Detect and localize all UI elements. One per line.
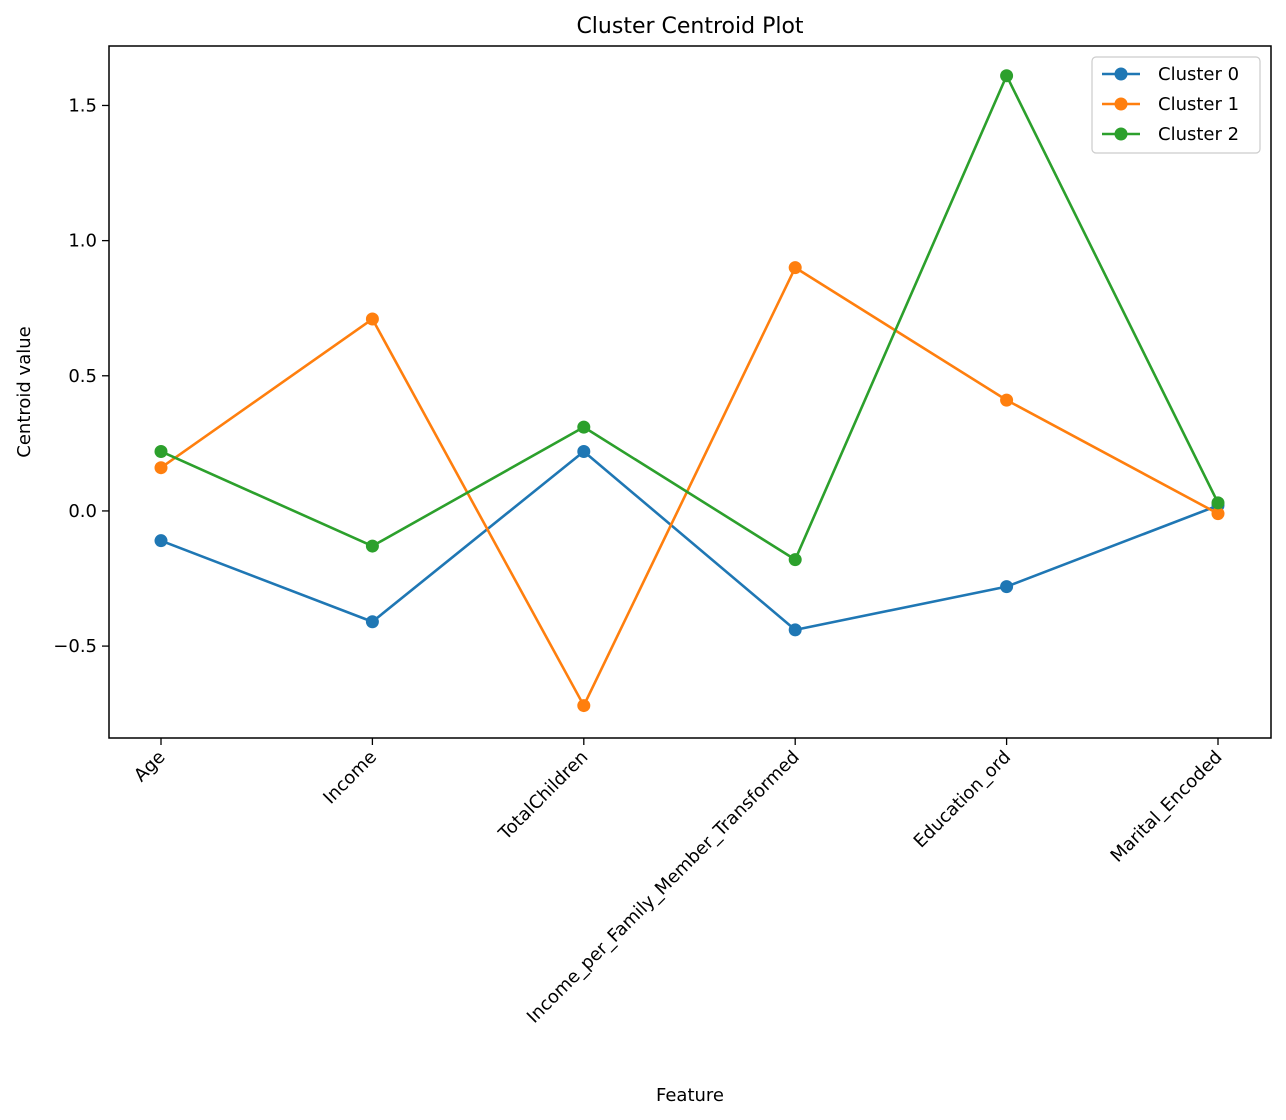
data-point [577, 699, 591, 713]
legend-marker [1114, 97, 1128, 111]
data-point [365, 539, 379, 553]
data-point [365, 312, 379, 326]
series-cluster-2 [154, 69, 1225, 567]
y-axis: −0.5 0.0 0.5 1.0 1.5 [53, 95, 109, 657]
legend-marker [1114, 127, 1128, 141]
legend: Cluster 0 Cluster 1 Cluster 2 [1091, 56, 1261, 154]
data-point [1211, 496, 1225, 510]
x-tick-label: Age [130, 747, 169, 786]
data-point [1211, 507, 1225, 521]
series-line [160, 74, 1220, 561]
data-point [577, 444, 591, 458]
legend-label: Cluster 2 [1158, 124, 1239, 145]
data-point [788, 553, 802, 567]
series-cluster-0 [154, 444, 1225, 637]
data-point [1000, 580, 1014, 594]
x-tick-label: Income [319, 747, 381, 809]
plot-area [154, 69, 1225, 713]
data-point [154, 444, 168, 458]
legend-label: Cluster 0 [1158, 64, 1239, 85]
data-point [788, 261, 802, 275]
legend-item: Cluster 1 [1102, 94, 1239, 115]
data-point [154, 461, 168, 475]
data-point [1000, 69, 1014, 83]
chart-title: Cluster Centroid Plot [576, 14, 803, 39]
y-tick-label: 0.0 [68, 501, 97, 522]
y-axis-label: Centroid value [14, 326, 35, 457]
legend-item: Cluster 2 [1102, 124, 1239, 145]
x-axis: Age Income TotalChildrenIncome_per_Family_… [130, 738, 1227, 1028]
legend-marker [1114, 67, 1128, 81]
x-tick-label: Marital_Encoded [1107, 747, 1227, 867]
series-cluster-1 [154, 261, 1225, 713]
data-point [365, 615, 379, 629]
y-tick-label: −0.5 [53, 636, 97, 657]
axes-frame [108, 45, 1272, 739]
y-tick-label: 1.0 [68, 231, 97, 252]
y-tick-label: 1.5 [68, 95, 97, 116]
x-axis-label: Feature [656, 1085, 724, 1106]
legend-box [1091, 56, 1261, 154]
series-line [160, 450, 1219, 632]
data-point [1000, 393, 1014, 407]
y-tick-label: 0.5 [68, 366, 97, 387]
data-point [577, 420, 591, 434]
data-point [788, 623, 802, 637]
series-line [160, 266, 1219, 707]
x-tick-label: Education_ord [910, 747, 1015, 852]
legend-label: Cluster 1 [1158, 94, 1239, 115]
x-tick-label: TotalChildren [494, 747, 592, 845]
data-point [154, 534, 168, 548]
legend-item: Cluster 0 [1102, 64, 1239, 85]
